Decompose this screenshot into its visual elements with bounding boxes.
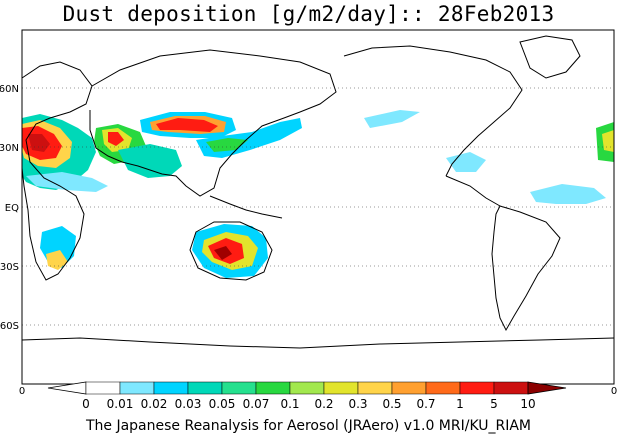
- colorbar-labels: 0 0.01 0.02 0.03 0.05 0.07 0.1 0.2 0.3 0.5 0.7 1 5 10: [82, 397, 535, 411]
- lat-label-30n: 30N: [0, 143, 19, 154]
- colorbar-label: 0.7: [416, 397, 435, 411]
- colorbar-box: [493, 381, 529, 395]
- colorbar-box: [323, 381, 359, 395]
- colorbar-box: [255, 381, 291, 395]
- colorbar-label: 0.03: [175, 397, 202, 411]
- colorbar-label: 0.1: [280, 397, 299, 411]
- coastlines: [21, 35, 615, 349]
- colorbar-label: 10: [520, 397, 535, 411]
- chart-title: Dust deposition [g/m2/day]:: 28Feb2013: [62, 2, 555, 26]
- lat-label-60s: 60S: [0, 321, 19, 332]
- lon-edge-label-left: 0: [19, 386, 25, 397]
- colorbar: 0 0.01 0.02 0.03 0.05 0.07 0.1 0.2 0.3 0.5 0.7 1 5 10: [47, 381, 567, 411]
- footer-credit: The Japanese Reanalysis for Aerosol (JRA…: [85, 418, 532, 434]
- colorbar-box: [153, 381, 189, 395]
- colorbar-box: [459, 381, 495, 395]
- colorbar-box: [391, 381, 427, 395]
- lat-label-60n: 60N: [0, 84, 19, 95]
- lon-edge-label-right: 0: [611, 386, 617, 397]
- gridlines: [22, 87, 614, 326]
- colorbar-label: 0: [82, 397, 90, 411]
- colorbar-box: [357, 381, 393, 395]
- colorbar-over-arrow: [527, 381, 567, 395]
- colorbar-box: [187, 381, 223, 395]
- colorbar-label: 5: [490, 397, 498, 411]
- colorbar-label: 0.01: [107, 397, 134, 411]
- colorbar-box: [119, 381, 155, 395]
- colorbar-box: [85, 381, 121, 395]
- colorbar-label: 0.07: [243, 397, 270, 411]
- lat-label-30s: 30S: [0, 262, 19, 273]
- colorbar-label: 0.2: [314, 397, 333, 411]
- colorbar-label: 1: [456, 397, 464, 411]
- colorbar-label: 0.05: [209, 397, 236, 411]
- colorbar-box: [425, 381, 461, 395]
- colorbar-label: 0.5: [382, 397, 401, 411]
- colorbar-box: [289, 381, 325, 395]
- lat-label-eq: EQ: [5, 203, 19, 214]
- colorbar-box: [221, 381, 257, 395]
- colorbar-label: 0.3: [348, 397, 367, 411]
- colorbar-label: 0.02: [141, 397, 168, 411]
- colorbar-boxes: [47, 381, 567, 395]
